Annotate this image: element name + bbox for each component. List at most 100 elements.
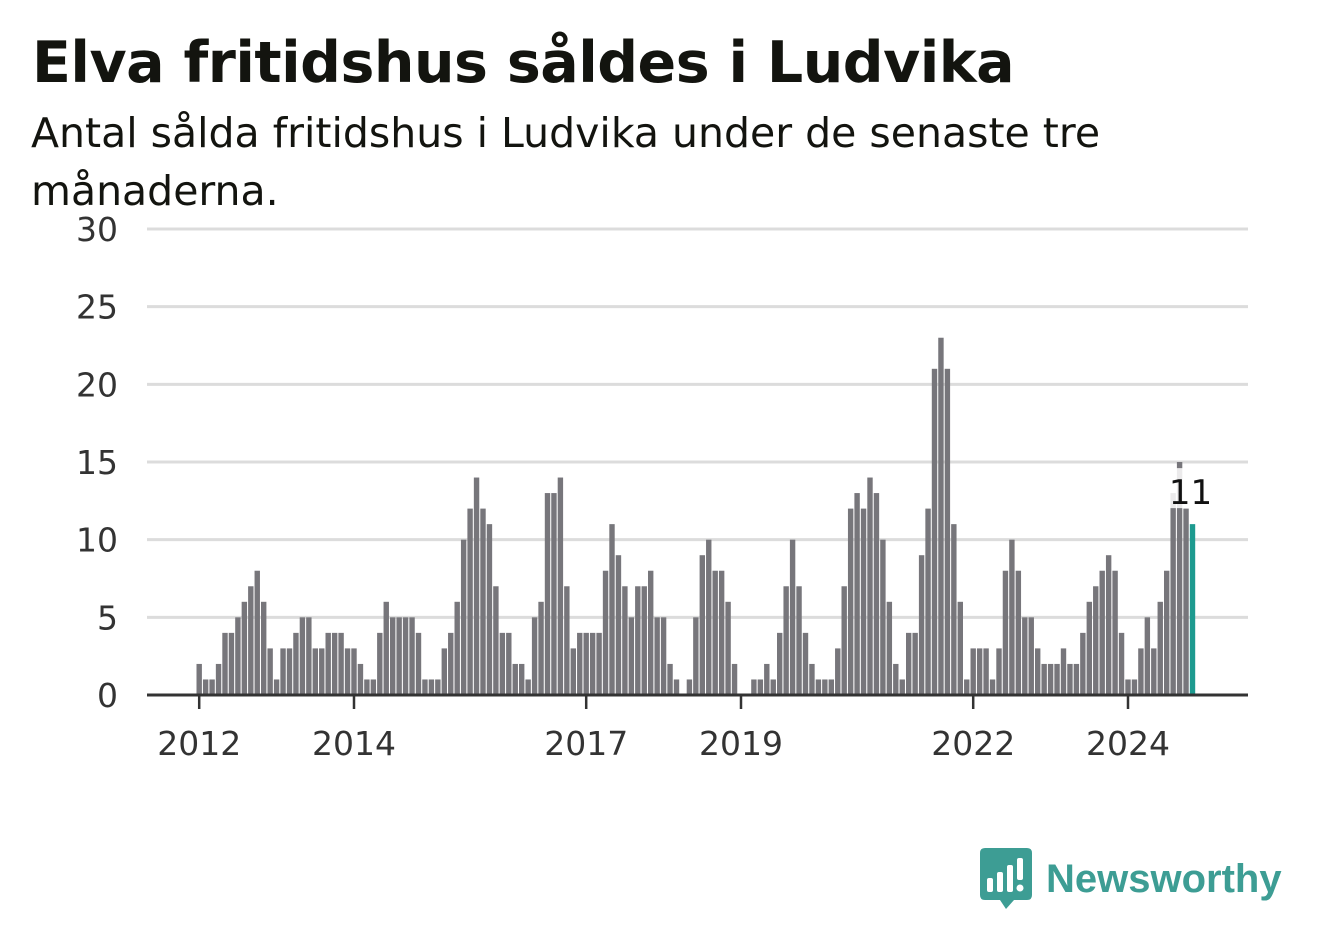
bar [1015,570,1022,695]
x-tick-label: 2022 [931,724,1015,763]
bar [325,632,331,695]
x-axis-labels: 2012 2014 2017 2019 2022 2024 [157,724,1170,763]
bar [873,493,880,695]
bar [383,601,389,695]
bar [357,663,364,695]
bar [1164,570,1170,695]
bar [686,679,693,695]
bar [789,539,796,695]
bar [1176,462,1183,695]
bar [1080,632,1086,695]
bar [628,617,635,695]
x-tick-label: 2019 [699,724,783,763]
bar [525,679,531,695]
y-tick-label: 25 [76,288,118,327]
bar [693,617,699,695]
bar [202,679,209,695]
bar [970,648,976,695]
bar [886,601,893,695]
bar [538,601,544,695]
data-labels: 11 [1168,468,1212,513]
bar [847,508,854,695]
bar [899,679,905,695]
x-tick-label: 2012 [157,724,241,763]
bar [1183,508,1189,695]
bar [280,648,286,695]
bar [925,508,931,695]
bar [1170,493,1176,695]
bar [1086,601,1092,695]
bar [996,648,1002,695]
bar [409,617,415,695]
y-tick-label: 10 [76,521,118,560]
y-tick-label: 20 [76,365,118,404]
bar [667,663,673,695]
bar [377,632,383,695]
bar [402,617,409,695]
bar [641,586,647,695]
bar [209,679,215,695]
bar [1112,570,1118,695]
bar [725,601,731,695]
bars [196,337,1196,695]
bar [499,632,506,695]
bar [983,648,989,695]
bar [467,508,473,695]
bar [338,632,344,695]
gridlines [147,227,1248,619]
bar [828,679,834,695]
bar [918,555,925,695]
bar [241,601,248,695]
bar [841,586,847,695]
bar [602,570,609,695]
bar [415,632,422,695]
bar [777,632,783,695]
bar [1054,663,1060,695]
bar [938,337,944,695]
bar [570,648,576,695]
bar [1009,539,1015,695]
bar [480,508,486,695]
bar [557,477,564,695]
bar [635,586,641,695]
bar [1093,586,1099,695]
x-axis [147,693,1248,709]
bar [319,648,325,695]
bar [1151,648,1157,695]
bar-chart-speech-bubble-icon [980,848,1032,909]
bar [757,679,764,695]
bar [867,477,873,695]
bar [912,632,918,695]
bar [964,679,970,695]
bar [1022,617,1028,695]
x-tick-label: 2017 [544,724,628,763]
bar [364,679,370,695]
bar [731,663,738,695]
bar [1118,632,1125,695]
bar [1002,570,1009,695]
bar [596,632,602,695]
bar [880,539,886,695]
bar [1138,648,1144,695]
bar [860,508,867,695]
bar [396,617,402,695]
bar [931,368,938,695]
bar [306,617,312,695]
bar [248,586,254,695]
bar [835,648,841,695]
bar [1144,617,1151,695]
bar [473,477,480,695]
bar [235,617,241,695]
bar [577,632,583,695]
bar [1105,555,1112,695]
bar [390,617,396,695]
bar [254,570,260,695]
bar [215,663,222,695]
bar [506,632,512,695]
bar [770,679,776,695]
last-value-label: 11 [1169,473,1212,513]
bar [286,648,293,695]
bar [893,663,899,695]
bar [228,632,235,695]
